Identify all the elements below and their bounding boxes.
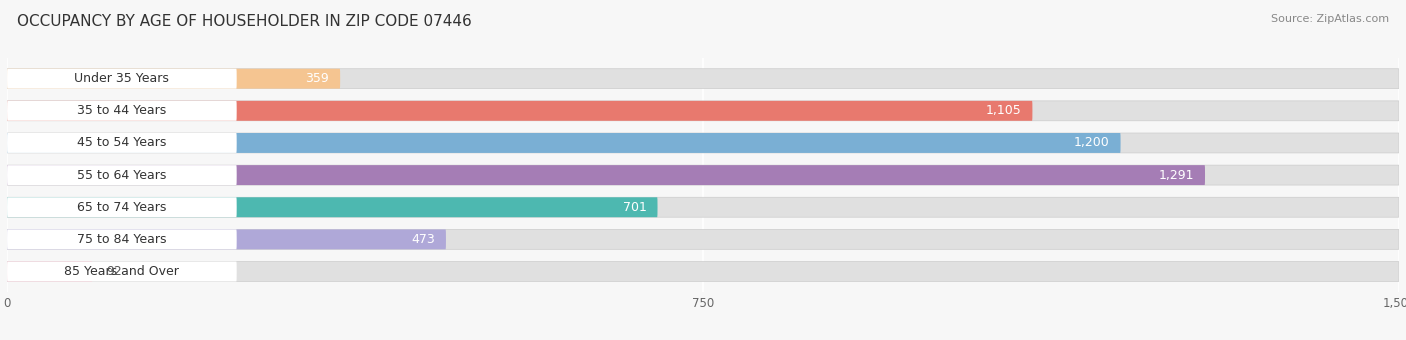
Text: Source: ZipAtlas.com: Source: ZipAtlas.com: [1271, 14, 1389, 23]
FancyBboxPatch shape: [7, 101, 236, 121]
Text: Under 35 Years: Under 35 Years: [75, 72, 169, 85]
FancyBboxPatch shape: [7, 165, 1399, 185]
FancyBboxPatch shape: [7, 165, 236, 185]
FancyBboxPatch shape: [7, 197, 236, 217]
FancyBboxPatch shape: [7, 69, 236, 89]
Text: 701: 701: [623, 201, 647, 214]
FancyBboxPatch shape: [7, 197, 1399, 217]
FancyBboxPatch shape: [7, 101, 1399, 121]
FancyBboxPatch shape: [7, 261, 236, 282]
Text: 1,291: 1,291: [1159, 169, 1194, 182]
Text: 473: 473: [411, 233, 434, 246]
Text: 92: 92: [107, 265, 122, 278]
Text: 65 to 74 Years: 65 to 74 Years: [77, 201, 166, 214]
FancyBboxPatch shape: [7, 133, 1399, 153]
Text: 1,200: 1,200: [1074, 136, 1109, 150]
Text: 55 to 64 Years: 55 to 64 Years: [77, 169, 166, 182]
FancyBboxPatch shape: [7, 165, 1205, 185]
Text: 85 Years and Over: 85 Years and Over: [65, 265, 180, 278]
Text: 75 to 84 Years: 75 to 84 Years: [77, 233, 167, 246]
FancyBboxPatch shape: [7, 101, 1032, 121]
FancyBboxPatch shape: [7, 261, 1399, 282]
Text: 359: 359: [305, 72, 329, 85]
FancyBboxPatch shape: [7, 230, 236, 249]
FancyBboxPatch shape: [7, 230, 1399, 249]
FancyBboxPatch shape: [7, 133, 1121, 153]
FancyBboxPatch shape: [7, 197, 658, 217]
Text: 45 to 54 Years: 45 to 54 Years: [77, 136, 166, 150]
FancyBboxPatch shape: [7, 230, 446, 249]
FancyBboxPatch shape: [7, 69, 1399, 89]
FancyBboxPatch shape: [7, 133, 236, 153]
Text: 1,105: 1,105: [986, 104, 1021, 117]
FancyBboxPatch shape: [7, 261, 93, 282]
Text: OCCUPANCY BY AGE OF HOUSEHOLDER IN ZIP CODE 07446: OCCUPANCY BY AGE OF HOUSEHOLDER IN ZIP C…: [17, 14, 471, 29]
Text: 35 to 44 Years: 35 to 44 Years: [77, 104, 166, 117]
FancyBboxPatch shape: [7, 69, 340, 89]
